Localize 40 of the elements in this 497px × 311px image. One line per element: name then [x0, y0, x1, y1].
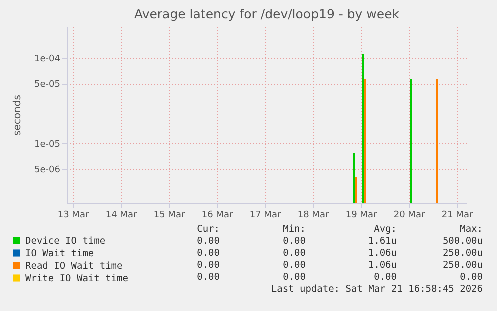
- text: 0.00: [460, 272, 484, 283]
- text: 0.00: [197, 248, 220, 259]
- text: 250.00u: [442, 248, 483, 259]
- text: 0.00: [374, 272, 398, 283]
- text: 0.00: [283, 272, 306, 283]
- text: 0.00: [283, 248, 306, 259]
- text: Last update: Sat Mar 21 16:58:45 2026: [271, 284, 484, 295]
- chart-title: Average latency for /dev/loop19 - by week: [134, 6, 400, 22]
- y-tick-label: 1e-05: [34, 140, 60, 150]
- x-tick-label: 13 Mar: [58, 210, 90, 220]
- text: 1.06u: [368, 248, 397, 259]
- y-tick-label: 5e-06: [34, 166, 61, 176]
- text: Max:: [460, 224, 483, 235]
- text: 0.00: [197, 260, 220, 271]
- legend-label: Write IO Wait time: [26, 273, 129, 284]
- x-tick-label: 17 Mar: [250, 210, 282, 220]
- text: 1.06u: [368, 260, 397, 271]
- y-tick-label: 5e-05: [34, 80, 60, 90]
- text: 0.00: [197, 272, 220, 283]
- legend-label: Read IO Wait time: [26, 260, 124, 272]
- x-tick-label: 20 Mar: [394, 210, 426, 220]
- x-tick-label: 21 Mar: [442, 210, 474, 220]
- text: 0.00: [197, 236, 220, 247]
- text: Avg:: [374, 224, 397, 235]
- legend-label: IO Wait time: [26, 248, 94, 260]
- x-tick-label: 15 Mar: [154, 210, 186, 220]
- text: 500.00u: [442, 236, 483, 247]
- x-tick-label: 19 Mar: [346, 210, 378, 220]
- x-tick-label: 18 Mar: [298, 210, 330, 220]
- y-axis-title: seconds: [12, 95, 24, 136]
- y-tick-label: 1e-04: [34, 54, 61, 64]
- x-tick-label: 14 Mar: [106, 210, 138, 220]
- legend-label: Device IO time: [26, 236, 106, 247]
- text: 0.00: [283, 236, 306, 247]
- text: 250.00u: [442, 260, 483, 271]
- text: Min:: [283, 224, 306, 235]
- x-tick-label: 16 Mar: [202, 210, 234, 220]
- text: Cur:: [197, 224, 220, 235]
- text: 1.61u: [368, 236, 397, 247]
- text: 0.00: [283, 260, 306, 271]
